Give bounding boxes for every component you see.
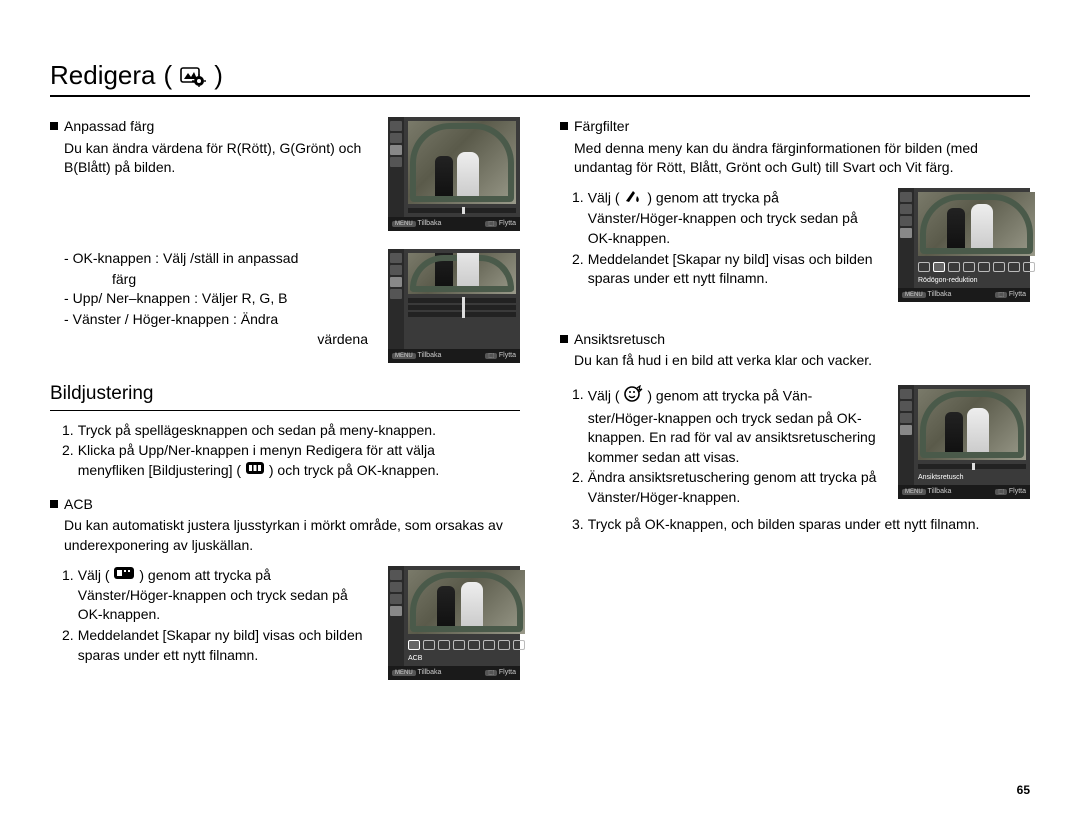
- subheading-bildjustering: Bildjustering: [50, 381, 520, 411]
- thumb-move-btn: ⬚: [995, 489, 1007, 495]
- ansikt-title: Ansiktsretusch: [574, 330, 665, 350]
- thumb-move-label: Flytta: [499, 669, 516, 676]
- list-number: 1.: [62, 566, 74, 625]
- thumb-menu-btn: MENU: [902, 292, 926, 298]
- thumbnail-anpassad-bottom: MENU Tillbaka ⬚ Flytta: [388, 249, 520, 363]
- thumbnail-ansikt: Ansiktsretusch MENU Tillbaka ⬚ Flytta: [898, 385, 1030, 499]
- ctrl-line2: Upp/ Ner–knappen : Väljer R, G, B: [73, 289, 288, 309]
- face-retouch-icon: [623, 385, 643, 409]
- thumb-move-btn: ⬚: [485, 353, 497, 359]
- left-column: Anpassad färg Du kan ändra värdena för R…: [50, 117, 520, 698]
- list-number: 2.: [62, 441, 74, 481]
- ff-n1c: Vänster/Höger-knappen och tryck sedan på…: [588, 210, 858, 246]
- section-acb-steps: 1. Välj ( ) genom att trycka på Vänster/…: [50, 566, 520, 680]
- page-number: 65: [1017, 783, 1030, 797]
- ctrl-line1b: färg: [64, 270, 376, 290]
- bj-n1: Tryck på spellägesknappen och sedan på m…: [78, 421, 436, 441]
- list-number: 1.: [572, 385, 584, 467]
- thumb-move-btn: ⬚: [995, 292, 1007, 298]
- thumb-menu-btn: MENU: [392, 221, 416, 227]
- brush-drop-icon: [623, 188, 643, 210]
- thumb-back-label: Tillbaka: [418, 220, 442, 227]
- ansikt-body: Du kan få hud i en bild att verka klar o…: [560, 351, 1030, 371]
- thumb-menu-btn: MENU: [392, 353, 416, 359]
- dash-icon: -: [64, 310, 69, 330]
- ctrl-line3a: Vänster / Höger-knappen : Ändra: [73, 310, 278, 330]
- an-n1a: Välj (: [588, 387, 620, 403]
- list-number: 2.: [572, 468, 584, 507]
- square-bullet-icon: [50, 500, 58, 508]
- thumb-menu-btn: MENU: [392, 670, 416, 676]
- acb-n1: Välj ( ) genom att trycka på Vänster/Hög…: [78, 566, 376, 625]
- thumb-move-btn: ⬚: [485, 221, 497, 227]
- list-number: 3.: [572, 515, 584, 535]
- dash-icon: -: [64, 249, 69, 269]
- anpassad-body: Du kan ändra värdena för R(Rött), G(Grön…: [50, 139, 376, 178]
- acb-small-icon: [113, 566, 135, 586]
- an-n1b: ) genom att trycka på Vän-: [647, 387, 812, 403]
- anpassad-title: Anpassad färg: [64, 117, 154, 137]
- section-ansikt-steps: 1. Välj ( ) genom att trycka på Vän- ste…: [560, 385, 1030, 509]
- bildjustering-list: 1.Tryck på spellägesknappen och sedan på…: [50, 421, 520, 481]
- acb-body: Du kan automatiskt justera ljusstyrkan i…: [50, 516, 520, 555]
- thumb-move-label: Flytta: [499, 352, 516, 359]
- thumb-move-label: Flytta: [1009, 488, 1026, 495]
- page-title-paren: (: [164, 60, 173, 91]
- an-n1: Välj ( ) genom att trycka på Vän- ster/H…: [588, 385, 886, 467]
- an-n2: Ändra ansiktsretuschering genom att tryc…: [588, 468, 886, 507]
- bj-n2: Klicka på Upp/Ner-knappen i menyn Redige…: [78, 441, 440, 481]
- right-column: Färgfilter Med denna meny kan du ändra f…: [560, 117, 1030, 698]
- dash-icon: -: [64, 289, 69, 309]
- thumb-back-label: Tillbaka: [928, 291, 952, 298]
- list-number: 1.: [62, 421, 74, 441]
- ff-n2: Meddelandet [Skapar ny bild] visas och b…: [588, 250, 886, 289]
- thumb-label-faceretouch: Ansiktsretusch: [914, 473, 1030, 485]
- content-columns: Anpassad färg Du kan ändra värdena för R…: [50, 117, 1030, 698]
- page-title-text: Redigera: [50, 60, 156, 91]
- page-title: Redigera ( ): [50, 60, 1030, 97]
- list-number: 1.: [572, 188, 584, 249]
- an-n1c: ster/Höger-knappen och tryck sedan på OK…: [588, 410, 876, 465]
- thumb-move-btn: ⬚: [485, 670, 497, 676]
- list-number: 2.: [62, 626, 74, 665]
- edit-gear-icon: [180, 65, 206, 87]
- thumb-back-label: Tillbaka: [418, 669, 442, 676]
- page-title-paren-close: ): [214, 60, 223, 91]
- fargfilter-title: Färgfilter: [574, 117, 629, 137]
- thumb-back-label: Tillbaka: [928, 488, 952, 495]
- thumbnail-fargfilter: Rödögon-reduktion MENU Tillbaka ⬚ Flytta: [898, 188, 1030, 302]
- bj-n2b: menyfliken [Bildjustering] (: [78, 462, 241, 478]
- thumb-menu-btn: MENU: [902, 489, 926, 495]
- list-number: 2.: [572, 250, 584, 289]
- bj-n2a: Klicka på Upp/Ner-knappen i menyn Redige…: [78, 442, 435, 458]
- section-anpassad-controls: -OK-knappen : Välj /ställ in anpassad fä…: [50, 249, 520, 363]
- thumb-move-label: Flytta: [499, 220, 516, 227]
- fargfilter-body: Med denna meny kan du ändra färginformat…: [560, 139, 1030, 178]
- square-bullet-icon: [560, 335, 568, 343]
- section-anpassad-farg: Anpassad färg Du kan ändra värdena för R…: [50, 117, 520, 231]
- acb-n1b: ) genom att trycka på: [139, 567, 271, 583]
- acb-title: ACB: [64, 495, 93, 515]
- thumbnail-anpassad-top: MENU Tillbaka ⬚ Flytta: [388, 117, 520, 231]
- thumb-label-redeye: Rödögon-reduktion: [914, 276, 1039, 288]
- acb-n1c: Vänster/Höger-knappen och tryck sedan på…: [78, 587, 348, 623]
- ctrl-line3b: värdena: [64, 330, 376, 350]
- acb-n1a: Välj (: [78, 567, 110, 583]
- square-bullet-icon: [560, 122, 568, 130]
- thumb-back-label: Tillbaka: [418, 352, 442, 359]
- thumbnail-acb: ACB MENU Tillbaka ⬚ Flytta: [388, 566, 520, 680]
- acb-n2: Meddelandet [Skapar ny bild] visas och b…: [78, 626, 376, 665]
- adjust-icon: [245, 461, 265, 481]
- thumb-label-acb: ACB: [404, 654, 529, 666]
- ff-n1a: Välj (: [588, 189, 620, 205]
- bj-n2c: ) och tryck på OK-knappen.: [269, 462, 439, 478]
- an-n3: Tryck på OK-knappen, och bilden sparas u…: [588, 515, 980, 535]
- square-bullet-icon: [50, 122, 58, 130]
- ff-n1b: ) genom att trycka på: [647, 189, 779, 205]
- section-fargfilter-steps: 1. Välj ( ) genom att trycka på Vänster/…: [560, 188, 1030, 302]
- thumb-move-label: Flytta: [1009, 291, 1026, 298]
- ctrl-line1a: OK-knappen : Välj /ställ in anpassad: [73, 250, 299, 266]
- ff-n1: Välj ( ) genom att trycka på Vänster/Hög…: [588, 188, 886, 249]
